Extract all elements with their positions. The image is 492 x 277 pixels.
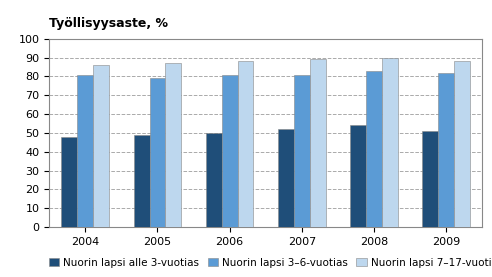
Bar xyxy=(150,78,165,227)
Bar xyxy=(93,65,109,227)
Bar xyxy=(134,135,150,227)
Legend: Nuorin lapsi alle 3-vuotias, Nuorin lapsi 3–6-vuotias, Nuorin lapsi 7–17-vuotias: Nuorin lapsi alle 3-vuotias, Nuorin laps… xyxy=(45,253,492,272)
Bar xyxy=(438,73,454,227)
Bar xyxy=(165,63,181,227)
Bar xyxy=(77,75,93,227)
Bar xyxy=(62,137,77,227)
Bar xyxy=(366,71,382,227)
Bar xyxy=(278,129,294,227)
Bar xyxy=(422,131,438,227)
Bar xyxy=(454,61,470,227)
Bar xyxy=(350,125,366,227)
Bar xyxy=(309,60,326,227)
Bar xyxy=(238,61,253,227)
Bar xyxy=(294,75,309,227)
Text: Työllisyysaste, %: Työllisyysaste, % xyxy=(49,17,168,30)
Bar xyxy=(382,58,398,227)
Bar xyxy=(206,133,222,227)
Bar xyxy=(222,75,238,227)
